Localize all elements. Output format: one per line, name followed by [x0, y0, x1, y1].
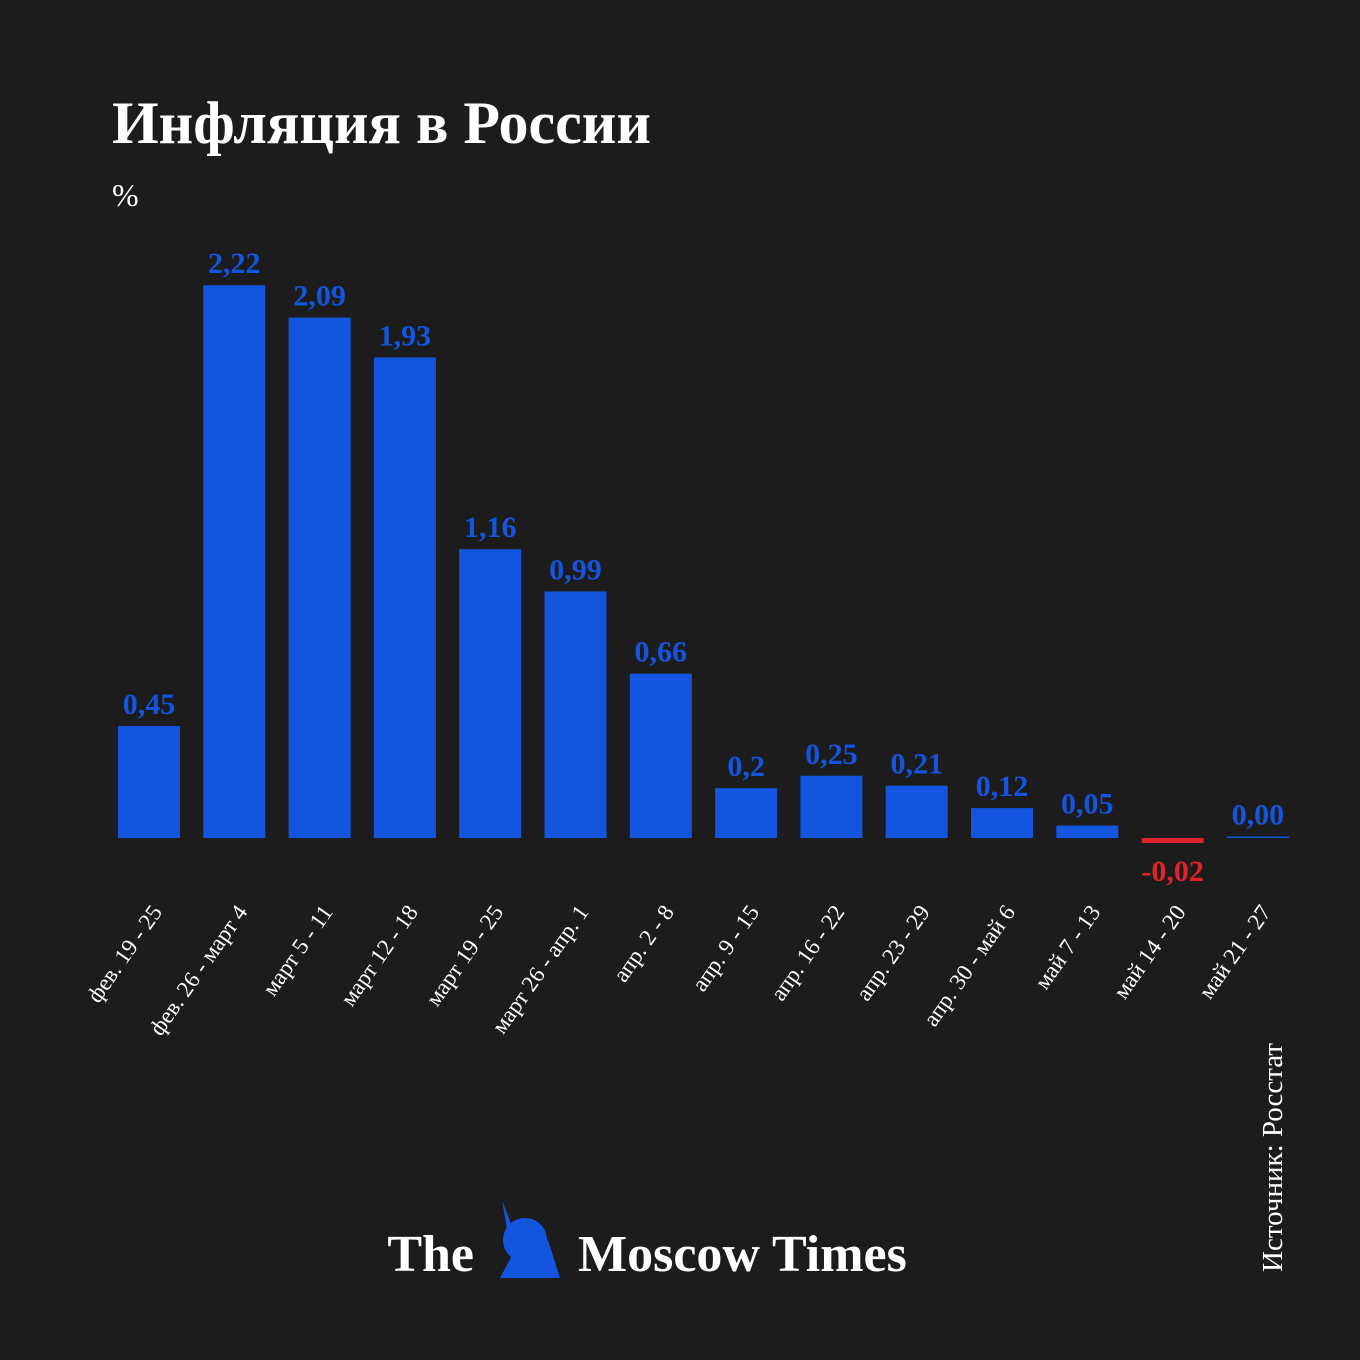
x-tick-label: фев. 19 - 25 — [82, 901, 167, 1008]
x-tick-label: апр. 2 - 8 — [608, 901, 679, 987]
bar — [544, 591, 607, 838]
value-label: 0,66 — [635, 636, 688, 669]
value-label: 2,09 — [293, 280, 346, 313]
bar — [373, 357, 436, 838]
bar — [459, 549, 522, 838]
x-tick-label: март 5 - 11 — [257, 901, 337, 1001]
x-tick-label: май 14 - 20 — [1108, 901, 1190, 1004]
bar — [288, 317, 351, 839]
bar — [715, 788, 778, 838]
bar — [629, 673, 692, 838]
bar — [1141, 838, 1204, 843]
x-tick-label: май 7 - 13 — [1030, 901, 1106, 994]
bar — [118, 725, 180, 838]
bar — [1056, 825, 1119, 838]
chart-subtitle: % — [112, 177, 139, 213]
value-label: -0,02 — [1141, 855, 1204, 888]
value-label: 0,45 — [123, 688, 176, 721]
value-label: 0,2 — [727, 750, 765, 783]
value-label: 0,21 — [890, 748, 943, 781]
x-tick-label: апр. 23 - 29 — [851, 901, 935, 1006]
bar — [1226, 836, 1289, 838]
value-label: 2,22 — [208, 247, 261, 280]
brand: The — [387, 1226, 474, 1283]
bar — [971, 808, 1033, 838]
x-tick-label: апр. 30 - май 6 — [918, 901, 1020, 1031]
brand: Moscow Times — [578, 1226, 907, 1283]
x-tick-label: май 21 - 27 — [1194, 901, 1276, 1004]
bar — [800, 775, 863, 838]
x-tick-label: март 12 - 18 — [336, 901, 423, 1011]
value-label: 0,00 — [1232, 799, 1285, 832]
value-label: 0,99 — [549, 553, 602, 586]
bar — [885, 785, 948, 838]
x-tick-label: март 19 - 25 — [421, 901, 508, 1011]
x-tick-label: апр. 16 - 22 — [766, 901, 850, 1006]
value-label: 1,93 — [379, 319, 432, 352]
x-tick-label: апр. 9 - 15 — [687, 901, 764, 996]
value-label: 0,05 — [1061, 788, 1114, 821]
value-label: 0,25 — [805, 738, 858, 771]
brand-emblem — [500, 1200, 560, 1278]
source: Источник: Росстат — [1257, 1043, 1289, 1272]
chart-title: Инфляция в России — [112, 90, 651, 156]
bar — [203, 285, 266, 839]
value-label: 0,12 — [976, 770, 1029, 803]
value-label: 1,16 — [464, 511, 517, 544]
